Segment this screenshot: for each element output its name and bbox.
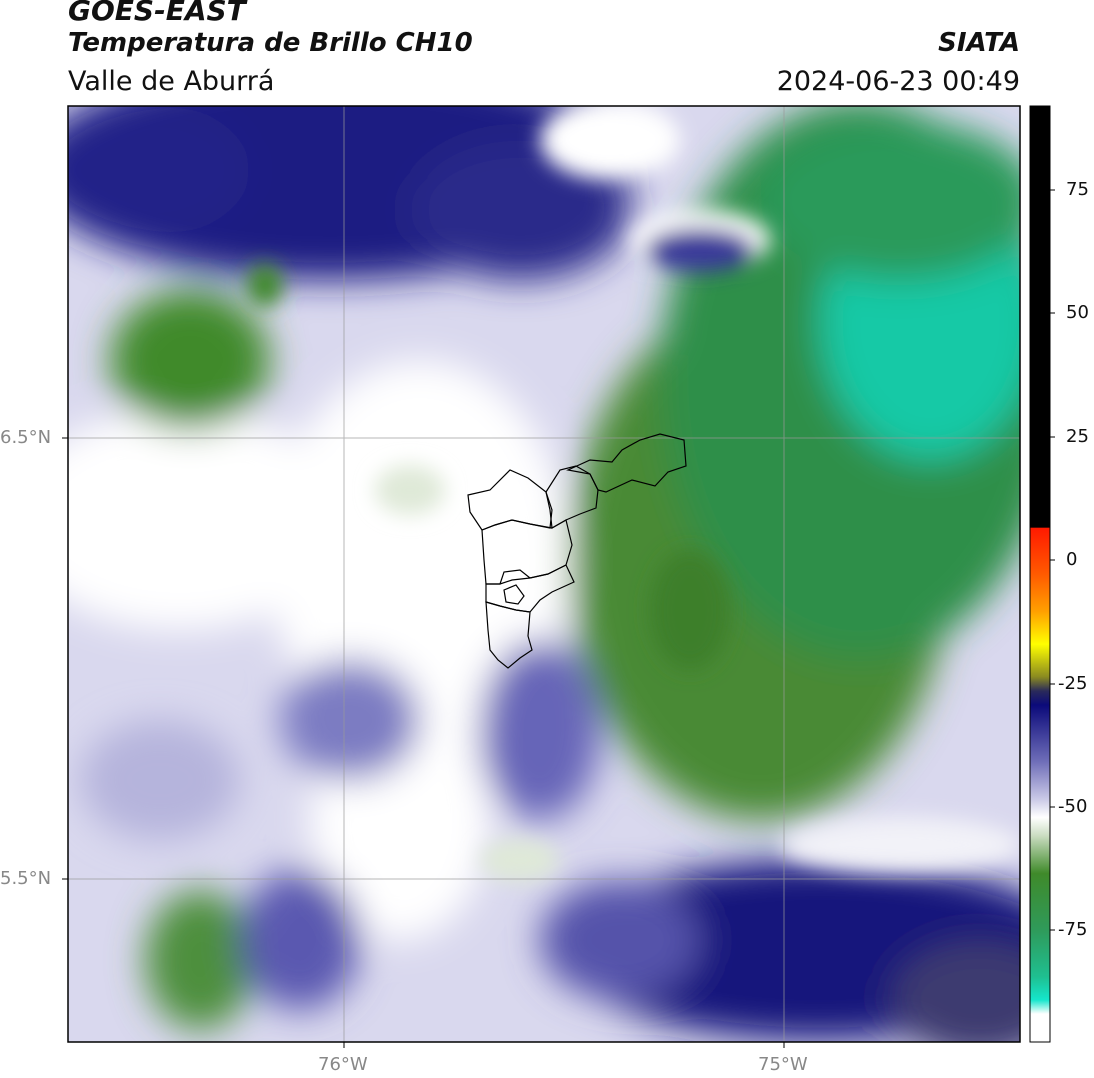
title-timestamp: 2024-06-23 00:49 xyxy=(776,66,1020,97)
colorbar-tick-neg25: -25 xyxy=(1058,673,1088,694)
colorbar-tick-neg50: -50 xyxy=(1058,796,1088,817)
lat-label-5-5n: 5.5°N xyxy=(0,868,52,889)
gridlines xyxy=(68,106,1020,1042)
colorbar-tick-25: 25 xyxy=(1066,426,1089,447)
lon-label-75w: 75°W xyxy=(758,1054,808,1075)
axis-ticks xyxy=(62,437,785,1048)
colorbar xyxy=(1029,105,1055,1043)
title-organization: SIATA xyxy=(938,28,1020,58)
colorbar-tick-75: 75 xyxy=(1066,179,1089,200)
title-satellite: GOES-EAST xyxy=(68,0,246,27)
brightness-temperature-field xyxy=(68,106,1020,1042)
lon-label-76w: 76°W xyxy=(318,1054,368,1075)
colorbar-tick-50: 50 xyxy=(1066,302,1089,323)
title-product: Temperatura de Brillo CH10 xyxy=(68,28,473,58)
colorbar-tick-0: 0 xyxy=(1066,549,1078,570)
lat-label-6-5n: 6.5°N xyxy=(0,427,52,448)
aburra-valley-boundary xyxy=(467,433,687,669)
colorbar-tick-neg75: -75 xyxy=(1058,919,1088,940)
title-region: Valle de Aburrá xyxy=(68,66,275,97)
map-frame xyxy=(67,105,1021,1043)
